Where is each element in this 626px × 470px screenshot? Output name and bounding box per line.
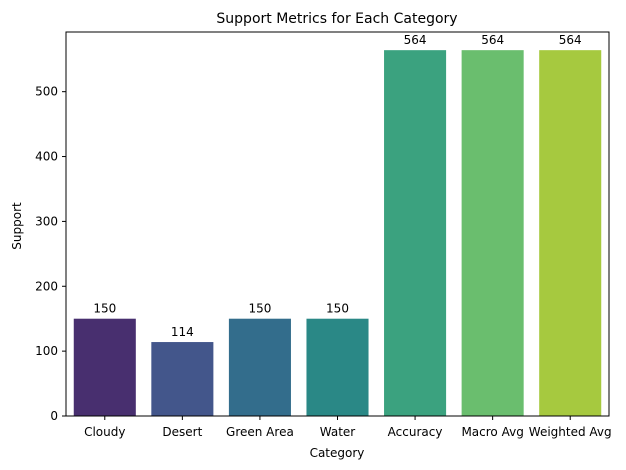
y-tick-label: 300 <box>35 214 58 228</box>
data-label-green-area: 150 <box>248 302 271 316</box>
plot-frame <box>65 31 610 417</box>
x-tick-label-weighted-avg: Weighted Avg <box>529 425 612 439</box>
y-axis-ticks: 0 100 200 300 400 500 <box>35 85 66 423</box>
y-tick-label: 100 <box>35 344 58 358</box>
data-label-water: 150 <box>326 302 349 316</box>
x-tick-label-desert: Desert <box>162 425 202 439</box>
bar-accuracy <box>384 50 447 416</box>
y-tick-label: 400 <box>35 150 58 164</box>
bars-group <box>73 50 602 416</box>
x-tick-label-accuracy: Accuracy <box>388 425 443 439</box>
y-tick-label: 500 <box>35 85 58 99</box>
data-label-accuracy: 564 <box>404 33 427 47</box>
bar-desert <box>151 342 214 416</box>
bar-weighted-avg <box>539 50 602 416</box>
x-tick-label-water: Water <box>320 425 356 439</box>
data-label-cloudy: 150 <box>93 302 116 316</box>
x-tick-label-macro-avg: Macro Avg <box>461 425 523 439</box>
x-tick-label-cloudy: Cloudy <box>84 425 125 439</box>
data-label-macro-avg: 564 <box>481 33 504 47</box>
data-label-desert: 114 <box>171 325 194 339</box>
y-tick-label: 200 <box>35 279 58 293</box>
chart-title: Support Metrics for Each Category <box>216 11 457 27</box>
data-label-weighted-avg: 564 <box>559 33 582 47</box>
bar-water <box>306 318 369 416</box>
x-axis-ticks: Cloudy Desert Green Area Water Accuracy Macro… <box>84 416 612 439</box>
data-labels-group: 150 114 150 150 564 564 564 <box>93 33 581 339</box>
bar-green-area <box>228 318 291 416</box>
x-axis-label: Category <box>310 446 365 460</box>
y-axis-label: Support <box>10 202 24 250</box>
x-tick-label-green-area: Green Area <box>226 425 294 439</box>
y-tick-label: 0 <box>50 409 58 423</box>
bar-cloudy <box>73 318 136 416</box>
bar-macro-avg <box>461 50 524 416</box>
